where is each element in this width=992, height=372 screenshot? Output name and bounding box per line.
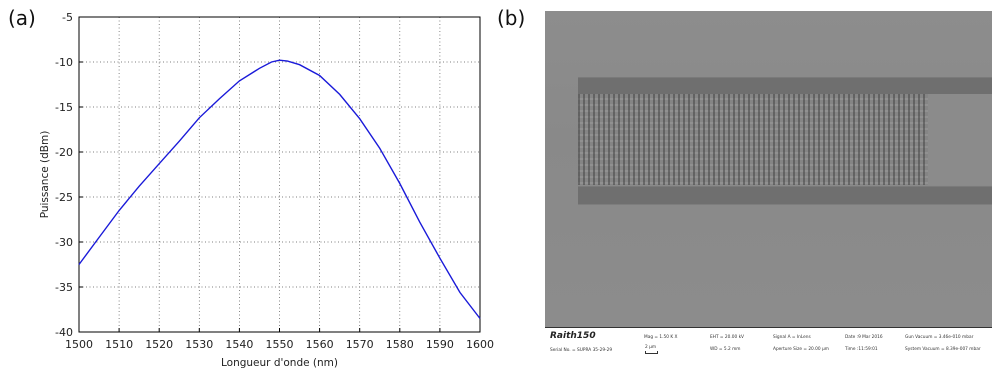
x-tick-label: 1550 — [266, 338, 294, 351]
sem-serial: Serial No. = SUPRA 35-29-29 — [550, 348, 613, 353]
panel-label-b: (b) — [497, 6, 526, 30]
x-tick-label: 1580 — [386, 338, 414, 351]
x-axis-title: Longueur d'onde (nm) — [221, 357, 338, 369]
x-tick-label: 1590 — [426, 338, 454, 351]
sem-mag: Mag = 1.50 K X — [644, 335, 678, 340]
x-tick-label: 1600 — [466, 338, 494, 351]
x-tick-label: 1500 — [65, 338, 93, 351]
x-tick-label: 1560 — [306, 338, 334, 351]
tick-layer: 1500 1510 1520 1530 1540 1550 1560 1570 1580 1590… — [55, 11, 494, 351]
sem-system-vacuum: System Vacuum = 8.39e-007 mbar — [905, 347, 981, 352]
sem-aperture: Aperture Size = 20.00 μm — [773, 347, 829, 352]
x-tick-label: 1510 — [105, 338, 133, 351]
y-tick-label: -5 — [62, 11, 73, 24]
photonic-crystal-region — [578, 94, 928, 185]
sem-time: Time :11:59:01 — [845, 347, 878, 352]
y-tick-label: -10 — [55, 56, 73, 69]
sem-signal: Signal A = InLens — [773, 335, 811, 340]
x-tick-label: 1570 — [346, 338, 374, 351]
waveguide-slab — [928, 94, 992, 185]
y-tick-label: -15 — [55, 101, 73, 114]
y-tick-label: -30 — [55, 236, 73, 249]
sem-eht: EHT = 20.00 kV — [710, 335, 744, 340]
sem-gun-vacuum: Gun Vacuum = 3.46e-010 mbar — [905, 335, 974, 340]
x-tick-label: 1530 — [185, 338, 213, 351]
x-tick-label: 1520 — [145, 338, 173, 351]
y-tick-label: -25 — [55, 191, 73, 204]
scale-bar — [645, 351, 658, 354]
grid-layer — [79, 17, 480, 332]
x-tick-label: 1540 — [225, 338, 253, 351]
y-tick-label: -20 — [55, 146, 73, 159]
series-line — [78, 59, 481, 319]
sem-info-bar: Raith150 Serial No. = SUPRA 35-29-29 Mag… — [545, 327, 992, 357]
panel-label-a: (a) — [8, 6, 36, 30]
y-tick-label: -40 — [55, 326, 73, 339]
spectrum-chart: 1500 1510 1520 1530 1540 1550 1560 1570 1580 1590… — [39, 11, 494, 369]
sem-image: Raith150 Serial No. = SUPRA 35-29-29 Mag… — [545, 11, 992, 357]
y-tick-label: -35 — [55, 281, 73, 294]
waveguide-top — [578, 77, 992, 95]
sem-brand: Raith150 — [550, 331, 596, 341]
sem-scale-label: 2 μm — [645, 345, 657, 350]
sem-wd: WD = 5.2 mm — [710, 347, 741, 352]
y-axis-title: Puissance (dBm) — [39, 131, 51, 219]
waveguide-bottom — [578, 186, 992, 205]
sem-field — [545, 11, 992, 327]
sem-date: Date :9 Mar 2016 — [845, 335, 883, 340]
